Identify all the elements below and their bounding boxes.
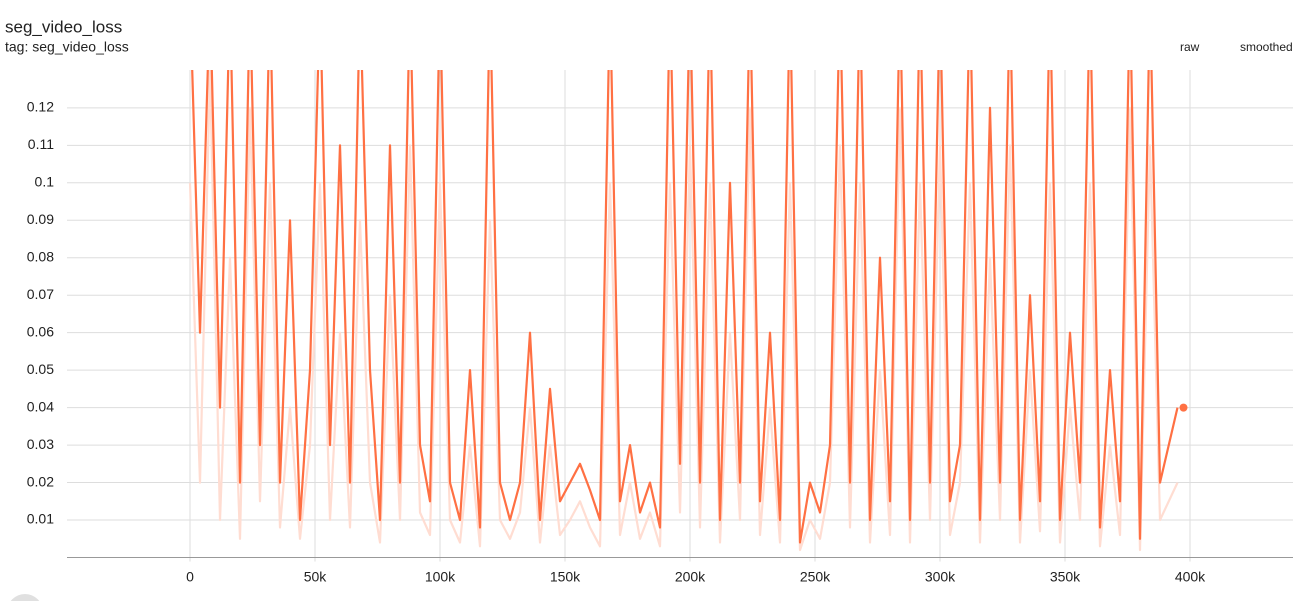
x-tick-label: 200k [675, 569, 706, 585]
y-tick-label: 0.03 [27, 436, 54, 452]
y-tick-label: 0.12 [27, 99, 54, 115]
x-tick-label: 250k [800, 569, 831, 585]
y-tick-label: 0.01 [27, 511, 54, 527]
x-tick-label: 50k [304, 569, 328, 585]
corner-button [8, 594, 42, 606]
last-point [1179, 403, 1188, 412]
legend-entry: smoothed [1240, 40, 1293, 54]
x-tick-label: 400k [1175, 569, 1206, 585]
x-tick-label: 300k [925, 569, 956, 585]
legend-entry: raw [1180, 40, 1200, 54]
x-tick-label: 100k [425, 569, 456, 585]
series-line [191, 70, 1179, 544]
y-tick-label: 0.06 [27, 323, 54, 339]
x-tick-label: 150k [550, 569, 581, 585]
chart-subtitle: tag: seg_video_loss [5, 39, 129, 55]
y-tick-label: 0.1 [35, 173, 55, 189]
y-tick-label: 0.07 [27, 286, 54, 302]
y-tick-label: 0.08 [27, 248, 54, 264]
y-tick-label: 0.05 [27, 361, 54, 377]
x-tick-label: 0 [186, 569, 194, 585]
x-tick-label: 350k [1050, 569, 1081, 585]
y-tick-label: 0.09 [27, 211, 54, 227]
chart-title: seg_video_loss [5, 17, 122, 36]
series-line [188, 70, 1179, 552]
y-tick-label: 0.11 [28, 136, 54, 152]
y-tick-label: 0.02 [27, 473, 54, 489]
y-tick-label: 0.04 [27, 398, 54, 414]
